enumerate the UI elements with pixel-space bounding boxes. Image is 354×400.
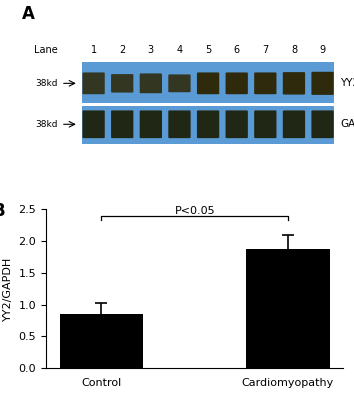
- FancyBboxPatch shape: [82, 103, 335, 106]
- FancyBboxPatch shape: [197, 72, 219, 94]
- Text: 3: 3: [148, 45, 154, 55]
- Text: 1: 1: [91, 45, 97, 55]
- FancyBboxPatch shape: [283, 72, 305, 94]
- Text: A: A: [22, 5, 35, 23]
- Text: B: B: [0, 202, 5, 220]
- Text: 8: 8: [291, 45, 297, 55]
- Text: P<0.05: P<0.05: [175, 206, 215, 216]
- Y-axis label: YY2/GAPDH: YY2/GAPDH: [3, 257, 13, 321]
- Text: 9: 9: [320, 45, 326, 55]
- Text: Lane: Lane: [34, 45, 58, 55]
- Text: 2: 2: [119, 45, 125, 55]
- Text: GAPDH: GAPDH: [341, 119, 354, 129]
- FancyBboxPatch shape: [82, 62, 335, 144]
- FancyBboxPatch shape: [111, 74, 133, 92]
- FancyBboxPatch shape: [225, 72, 248, 94]
- FancyBboxPatch shape: [312, 72, 334, 95]
- Text: 5: 5: [205, 45, 211, 55]
- Text: 7: 7: [262, 45, 268, 55]
- FancyBboxPatch shape: [168, 74, 190, 92]
- FancyBboxPatch shape: [140, 74, 162, 93]
- FancyBboxPatch shape: [140, 110, 162, 138]
- FancyBboxPatch shape: [254, 110, 276, 138]
- FancyBboxPatch shape: [82, 110, 105, 138]
- Text: 38kd: 38kd: [35, 79, 58, 88]
- FancyBboxPatch shape: [82, 72, 105, 94]
- FancyBboxPatch shape: [254, 72, 276, 94]
- Bar: [246, 249, 330, 368]
- FancyBboxPatch shape: [168, 110, 190, 138]
- Text: 4: 4: [176, 45, 183, 55]
- FancyBboxPatch shape: [283, 110, 305, 138]
- Text: 38kd: 38kd: [35, 120, 58, 129]
- FancyBboxPatch shape: [111, 110, 133, 138]
- FancyBboxPatch shape: [197, 110, 219, 138]
- FancyBboxPatch shape: [312, 110, 334, 138]
- Bar: [59, 314, 143, 368]
- Text: YY2: YY2: [341, 78, 354, 88]
- FancyBboxPatch shape: [225, 110, 248, 138]
- Text: 6: 6: [234, 45, 240, 55]
